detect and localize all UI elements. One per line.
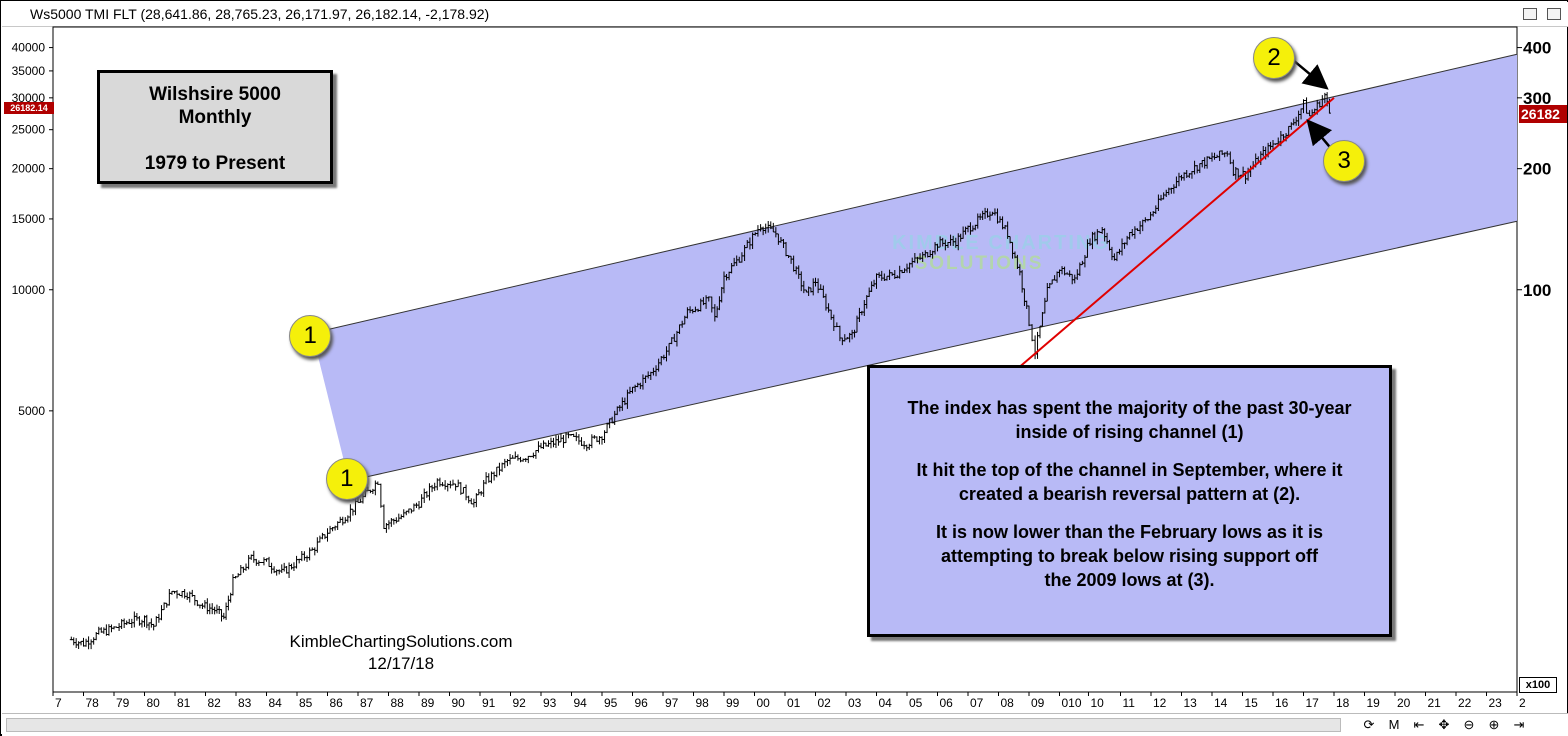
bottom-toolbar: ⟳ M ⇤ ✥ ⊖ ⊕ ⇥	[2, 713, 1568, 736]
left-tick-label: 20000	[12, 162, 46, 176]
credit-site: KimbleChartingSolutions.com	[241, 631, 561, 653]
x-tick-label: 04	[879, 696, 893, 710]
left-tick-label: 35000	[12, 64, 46, 78]
point-marker-2: 2	[1253, 37, 1295, 79]
x-tick-label: 19	[1367, 696, 1381, 710]
credit-date: 12/17/18	[241, 653, 561, 675]
refresh-icon[interactable]: ⟳	[1360, 716, 1378, 734]
zoom-in-icon[interactable]: ⊕	[1485, 716, 1503, 734]
chart-spacer	[100, 129, 330, 152]
x-tick-label: 99	[726, 696, 740, 710]
commentary-paragraph-3: It is now lower than the February lows a…	[870, 520, 1389, 592]
right-tick-label: 100	[1523, 281, 1551, 300]
x-tick-label: 11	[1123, 696, 1136, 710]
x-tick-label: 03	[848, 696, 862, 710]
x-tick-label: 86	[330, 696, 344, 710]
point-marker-1: 1	[326, 458, 368, 500]
x-tick-label: 88	[391, 696, 405, 710]
x-tick-label: 20	[1397, 696, 1411, 710]
x-tick-label: 18	[1336, 696, 1350, 710]
x-tick-label: 15	[1245, 696, 1259, 710]
scroll-left-icon[interactable]: ⇤	[1410, 716, 1428, 734]
left-tick-label: 5000	[18, 404, 45, 418]
commentary-box: The index has spent the majority of the …	[867, 365, 1392, 637]
x-tick-label: 78	[86, 696, 100, 710]
x-tick-label: 14	[1214, 696, 1228, 710]
last-price-tag-right: 26182	[1519, 105, 1567, 123]
x-tick-label: 89	[421, 696, 435, 710]
x-tick-label: 09	[1031, 696, 1045, 710]
x-tick-label: 010	[1062, 696, 1082, 710]
horizontal-scrollbar[interactable]	[6, 718, 1341, 732]
left-tick-label: 25000	[12, 123, 46, 137]
right-tick-label: 400	[1523, 39, 1551, 58]
x-tick-label: 85	[299, 696, 313, 710]
x-tick-label: 84	[269, 696, 283, 710]
x-tick-label: 92	[513, 696, 527, 710]
x-tick-label: 79	[116, 696, 130, 710]
x-tick-label: 81	[177, 696, 191, 710]
x-tick-label: 16	[1275, 696, 1289, 710]
x-tick-label: 13	[1184, 696, 1198, 710]
credit-block: KimbleChartingSolutions.com 12/17/18	[241, 631, 561, 675]
zoom-out-icon[interactable]: ⊖	[1460, 716, 1478, 734]
x-tick-label: 94	[574, 696, 588, 710]
left-tick-label: 10000	[12, 283, 46, 297]
x-tick-label: 80	[147, 696, 161, 710]
x-tick-label: 17	[1306, 696, 1320, 710]
x-tick-label: 2	[1519, 696, 1526, 710]
move-icon[interactable]: ✥	[1435, 716, 1453, 734]
point-marker-3: 3	[1323, 140, 1365, 182]
x-tick-label: 07	[970, 696, 984, 710]
commentary-paragraph-2: It hit the top of the channel in Septemb…	[870, 458, 1389, 506]
commentary-paragraph-1: The index has spent the majority of the …	[870, 396, 1389, 444]
axis-multiplier-label: x100	[1519, 677, 1557, 693]
x-tick-label: 95	[604, 696, 618, 710]
period-button[interactable]: M	[1385, 716, 1403, 734]
x-tick-label: 96	[635, 696, 649, 710]
x-tick-label: 90	[452, 696, 466, 710]
scroll-right-icon[interactable]: ⇥	[1510, 716, 1528, 734]
watermark-line-1: KIMBLE CHARTING	[892, 232, 1110, 254]
x-tick-label: 21	[1428, 696, 1442, 710]
x-tick-label: 10	[1090, 696, 1104, 710]
x-tick-label: 05	[909, 696, 923, 710]
x-tick-label: 83	[238, 696, 252, 710]
x-tick-label: 23	[1489, 696, 1503, 710]
x-tick-label: 98	[696, 696, 710, 710]
x-tick-label: 82	[208, 696, 222, 710]
chart-period: Monthly	[100, 106, 330, 129]
x-tick-label: 01	[787, 696, 801, 710]
x-tick-label: 00	[757, 696, 771, 710]
chart-date-range: 1979 to Present	[100, 152, 330, 175]
x-tick-label: 12	[1153, 696, 1167, 710]
chart-title-box: Wilshsire 5000 Monthly 1979 to Present	[97, 70, 333, 184]
x-tick-label: 93	[543, 696, 557, 710]
x-tick-label: 97	[665, 696, 679, 710]
watermark-line-2: SOLUTIONS	[915, 253, 1044, 274]
x-tick-label: 06	[940, 696, 954, 710]
left-tick-label: 15000	[12, 212, 46, 226]
right-tick-label: 200	[1523, 160, 1551, 179]
x-tick-label: 08	[1001, 696, 1015, 710]
x-tick-label: 7	[55, 696, 62, 710]
x-tick-label: 22	[1458, 696, 1472, 710]
left-tick-label: 40000	[12, 41, 46, 55]
last-price-tag-left: 26182.14	[4, 102, 54, 114]
chart-title: Wilshsire 5000	[100, 83, 330, 106]
x-tick-label: 91	[482, 696, 496, 710]
x-tick-label: 02	[818, 696, 832, 710]
x-tick-label: 87	[360, 696, 374, 710]
